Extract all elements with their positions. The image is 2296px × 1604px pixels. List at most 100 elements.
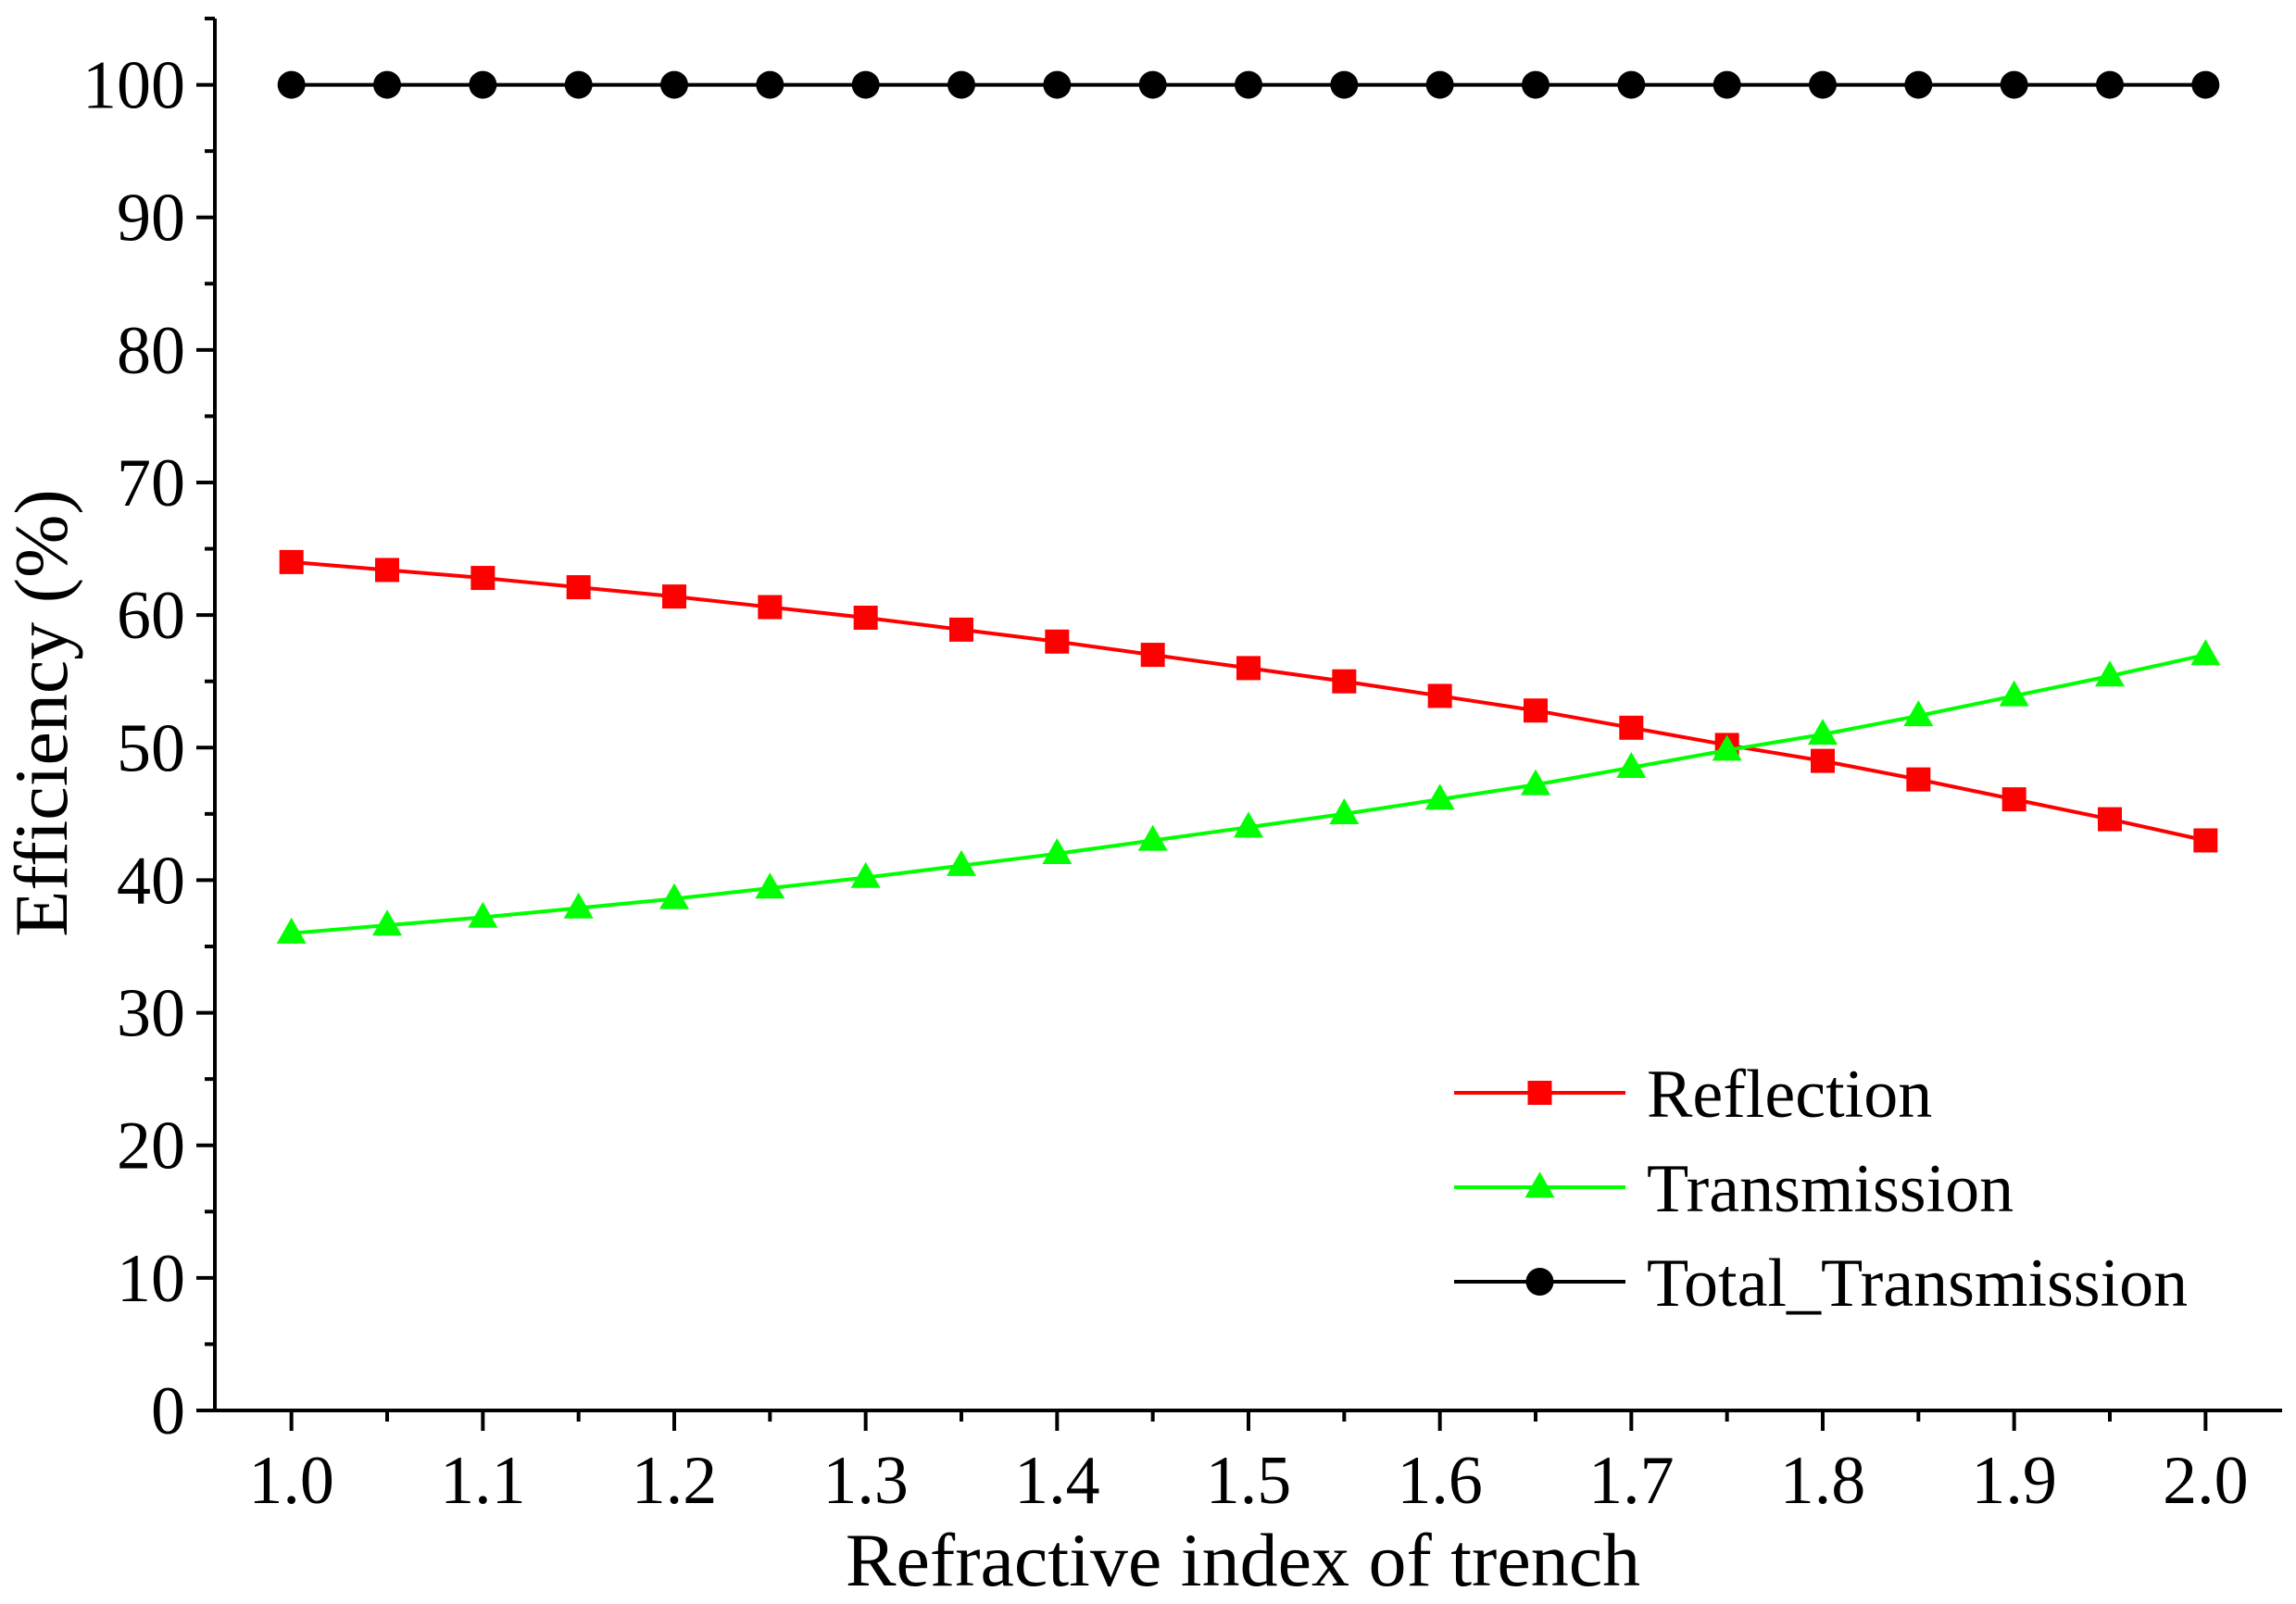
x-tick-label: 1.6 (1397, 1443, 1483, 1519)
data-point (1043, 70, 1072, 99)
data-point (1425, 70, 1454, 99)
x-tick-label: 1.7 (1588, 1443, 1675, 1519)
y-tick-label: 90 (117, 181, 185, 257)
data-point (2098, 807, 2122, 832)
y-tick-label: 70 (117, 445, 185, 521)
x-tick-label: 1.8 (1780, 1443, 1866, 1519)
y-tick-label: 20 (117, 1109, 185, 1184)
data-point (2000, 70, 2028, 99)
legend-label: Reflection (1647, 1057, 1932, 1133)
data-point (850, 861, 881, 888)
series-transmission (276, 639, 2221, 944)
data-point (469, 70, 497, 99)
data-point (1809, 70, 1837, 99)
y-tick-label: 80 (117, 313, 185, 389)
legend-entry: Reflection (1454, 1057, 1932, 1133)
data-point (1522, 70, 1549, 99)
data-point (1712, 734, 1742, 761)
series-line (291, 653, 2206, 935)
data-point (947, 849, 976, 876)
data-point (1042, 838, 1073, 864)
data-point (1424, 783, 1455, 810)
data-point (1329, 798, 1360, 825)
data-point (566, 575, 591, 600)
data-point (1999, 680, 2029, 707)
data-point (2190, 639, 2221, 666)
y-tick-label: 60 (117, 578, 185, 654)
data-point (1617, 70, 1646, 99)
legend-marker (1525, 1268, 1554, 1296)
data-point (1521, 769, 1550, 796)
data-point (1713, 70, 1741, 99)
data-point (1140, 643, 1165, 668)
data-point (1234, 811, 1263, 838)
y-tick-label: 30 (117, 976, 185, 1052)
legend-label: Transmission (1647, 1151, 2014, 1227)
data-point (1236, 656, 1261, 681)
data-point (468, 901, 498, 928)
x-tick-label: 1.3 (822, 1443, 909, 1519)
data-point (1903, 700, 1934, 727)
data-point (279, 549, 304, 574)
data-point (1138, 70, 1167, 99)
x-tick-label: 1.1 (440, 1443, 526, 1519)
ticks-layer: 0 10 20 30 40 50 60 70 80 90 100 1.0 1.1 1.2 1.3 1.4 1.5… (82, 17, 2249, 1519)
legend-marker (1527, 1081, 1552, 1105)
data-point (1235, 70, 1262, 99)
data-point (470, 566, 496, 591)
data-point (756, 70, 784, 99)
data-point (1904, 70, 1933, 99)
data-point (1332, 669, 1357, 694)
y-tick-label: 0 (151, 1373, 185, 1449)
legend-entry: Total_Transmission (1454, 1246, 2188, 1322)
x-tick-label: 1.9 (1971, 1443, 2057, 1519)
data-point (851, 70, 880, 99)
data-point (1619, 715, 1644, 740)
y-tick-label: 10 (117, 1241, 185, 1317)
data-point (563, 892, 594, 919)
data-point (755, 872, 785, 899)
data-point (1616, 751, 1647, 778)
x-axis-title: Refractive index of trench (846, 1518, 1640, 1602)
data-point (2191, 70, 2220, 99)
series-total-transmission (277, 70, 2220, 99)
data-point (373, 70, 401, 99)
legend-label: Total_Transmission (1647, 1246, 2188, 1322)
data-point (276, 917, 307, 944)
data-point (372, 909, 402, 936)
data-point (660, 70, 688, 99)
data-point (853, 606, 878, 631)
data-point (2096, 70, 2124, 99)
data-point (2193, 828, 2218, 853)
data-point (277, 70, 306, 99)
data-point (662, 584, 686, 609)
legend-entry: Transmission (1454, 1151, 2014, 1227)
x-tick-label: 1.2 (632, 1443, 718, 1519)
data-point (949, 617, 973, 642)
data-point (947, 70, 975, 99)
series-layer (276, 70, 2221, 944)
legend-marker (1524, 1172, 1555, 1198)
data-point (1524, 698, 1548, 723)
data-point (1330, 70, 1359, 99)
legend: Reflection Transmission Total_Transmission (1454, 1057, 2188, 1322)
y-tick-label: 100 (82, 48, 185, 124)
data-point (375, 558, 399, 583)
data-point (1137, 824, 1168, 851)
data-point (1427, 683, 1452, 708)
x-tick-label: 2.0 (2163, 1443, 2249, 1519)
data-point (758, 595, 783, 620)
data-point (2001, 787, 2026, 812)
data-point (1808, 719, 1838, 746)
series-reflection (279, 549, 2218, 853)
data-point (1906, 767, 1931, 792)
y-tick-label: 50 (117, 710, 185, 786)
x-tick-label: 1.5 (1206, 1443, 1292, 1519)
data-point (1811, 748, 1835, 773)
data-point (1045, 629, 1070, 654)
data-point (659, 883, 689, 909)
y-tick-label: 40 (117, 843, 185, 919)
x-tick-label: 1.0 (248, 1443, 334, 1519)
